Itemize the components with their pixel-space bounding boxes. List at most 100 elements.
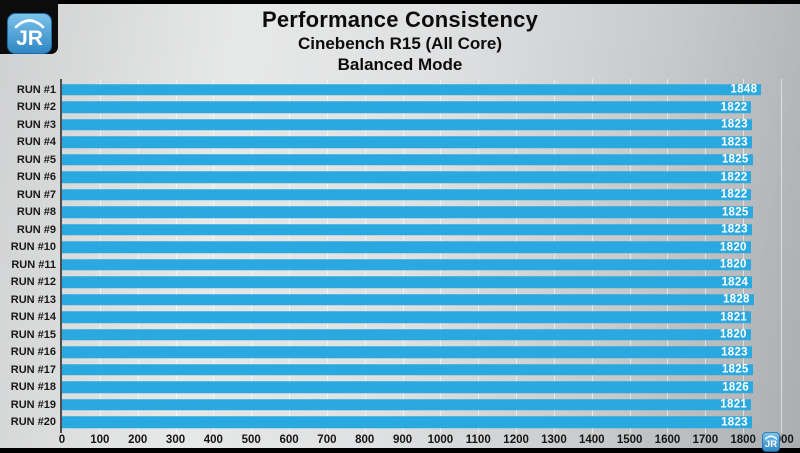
- x-tick-label: 1600: [654, 434, 681, 446]
- bar-label: RUN #10: [10, 241, 56, 254]
- x-tick-label: 1500: [616, 434, 643, 446]
- bar-label: RUN #18: [10, 381, 56, 394]
- bar-row: RUN #7 1822: [0, 186, 781, 204]
- bar-value: 1820: [719, 258, 747, 271]
- bar-track: 1825: [62, 361, 781, 379]
- bar: 1825: [62, 364, 753, 376]
- bar-value: 1823: [721, 415, 748, 428]
- bar: 1820: [62, 241, 751, 253]
- bar-track: 1822: [62, 169, 781, 187]
- jr-logo-icon: JR: [7, 13, 52, 54]
- bar-row: RUN #8 1825: [0, 204, 781, 222]
- bar-value: 1825: [721, 205, 749, 218]
- x-axis-ticks: 0 100 200 300 400 500 600 700 800 900 1000 1100 1200…: [59, 434, 794, 450]
- x-tick-label: 1400: [578, 434, 605, 446]
- bar-row: RUN #6 1822: [0, 169, 781, 187]
- bar: 1848: [62, 84, 762, 96]
- bar-track: 1820: [62, 239, 781, 257]
- x-tick-label: 700: [317, 434, 337, 446]
- bar-track: 1820: [62, 256, 781, 274]
- x-tick-label: 100: [90, 434, 110, 446]
- bar-label: RUN #4: [16, 136, 56, 149]
- gridline: [326, 79, 328, 433]
- svg-text:JR: JR: [16, 27, 43, 50]
- bar-row: RUN #4 1823: [0, 134, 781, 152]
- bar-label: RUN #6: [16, 171, 56, 184]
- gridline: [516, 79, 518, 433]
- gridline: [364, 79, 366, 433]
- bar-value: 1828: [722, 293, 750, 306]
- bar: 1822: [62, 188, 752, 201]
- bar-track: 1823: [62, 116, 781, 134]
- bar-row: RUN #12 1824: [0, 274, 781, 292]
- bar-row: RUN #17 1825: [0, 361, 781, 379]
- bar: 1824: [62, 276, 753, 288]
- bar: 1823: [62, 415, 752, 428]
- chart-subtitle-mode: Balanced Mode: [337, 55, 463, 74]
- bar-track: 1823: [62, 344, 781, 362]
- bar-track: 1825: [62, 204, 781, 222]
- bar-value: 1821: [720, 310, 748, 323]
- jr-watermark-icon: JR: [762, 432, 780, 452]
- bar-row: RUN #2 1822: [0, 99, 781, 117]
- x-tick-label: 500: [241, 434, 261, 446]
- bar-label: RUN #16: [10, 346, 56, 359]
- bar-row: RUN #13 1828: [0, 291, 781, 309]
- x-tick-label: 1100: [465, 434, 491, 446]
- x-tick-label: 1800: [730, 434, 756, 446]
- bar-label: RUN #14: [10, 311, 56, 324]
- bar-value: 1822: [720, 100, 748, 113]
- x-tick-label: 400: [203, 434, 223, 446]
- bar-row: RUN #5 1825: [0, 151, 781, 169]
- bar: 1821: [62, 398, 752, 411]
- x-tick-label: 900: [392, 434, 413, 446]
- bar-row: RUN #3 1823: [0, 116, 781, 134]
- gridline: [99, 79, 101, 433]
- bar-row: RUN #9 1823: [0, 221, 781, 239]
- bar-rows: RUN #1 1848 RUN #2 1822 RUN #3 1823 RUN #4 1823…: [0, 81, 781, 431]
- x-tick-label: 800: [355, 434, 375, 446]
- x-tick-label: 1300: [541, 434, 567, 446]
- bar-value: 1823: [721, 118, 748, 131]
- bar-value: 1823: [721, 135, 748, 148]
- bar: 1823: [62, 119, 752, 131]
- bar-label: RUN #8: [16, 206, 56, 219]
- bar-label: RUN #9: [16, 223, 56, 236]
- bar-label: RUN #3: [16, 118, 56, 131]
- gridline: [553, 79, 555, 433]
- x-tick-label: 1700: [692, 434, 719, 446]
- bar: 1822: [62, 171, 752, 183]
- chart-titles: Performance Consistency Cinebench R15 (A…: [0, 4, 800, 75]
- bar-track: 1824: [62, 274, 781, 292]
- bar: 1821: [62, 310, 752, 323]
- gridline: [781, 79, 782, 433]
- bar: 1825: [62, 205, 753, 218]
- bar-label: RUN #20: [10, 416, 56, 429]
- bar: 1822: [62, 100, 752, 113]
- gridline: [251, 79, 253, 433]
- bar-label: RUN #7: [16, 188, 56, 201]
- bar-value: 1821: [720, 398, 748, 411]
- bar-track: 1821: [62, 309, 781, 327]
- svg-text:JR: JR: [765, 439, 777, 450]
- bar: 1823: [62, 135, 752, 148]
- chart-title: Performance Consistency: [261, 7, 539, 32]
- bar-value: 1822: [720, 188, 748, 201]
- bar: 1823: [62, 224, 752, 236]
- bar-row: RUN #11 1820: [0, 256, 781, 274]
- x-tick-label: 600: [279, 434, 299, 446]
- bar: 1828: [62, 294, 754, 306]
- x-tick-label: 300: [165, 434, 186, 446]
- gridline: [175, 79, 177, 433]
- bar-value: 1823: [721, 345, 748, 358]
- bar: 1823: [62, 345, 752, 358]
- bar-label: RUN #19: [10, 398, 56, 411]
- bar-track: 1823: [62, 134, 781, 152]
- bar: 1820: [62, 259, 751, 271]
- bar-value: 1823: [721, 223, 748, 236]
- bar-label: RUN #5: [16, 153, 56, 166]
- bar-track: 1848: [62, 81, 781, 99]
- bar-row: RUN #18 1826: [0, 379, 781, 397]
- gridline: [629, 79, 631, 433]
